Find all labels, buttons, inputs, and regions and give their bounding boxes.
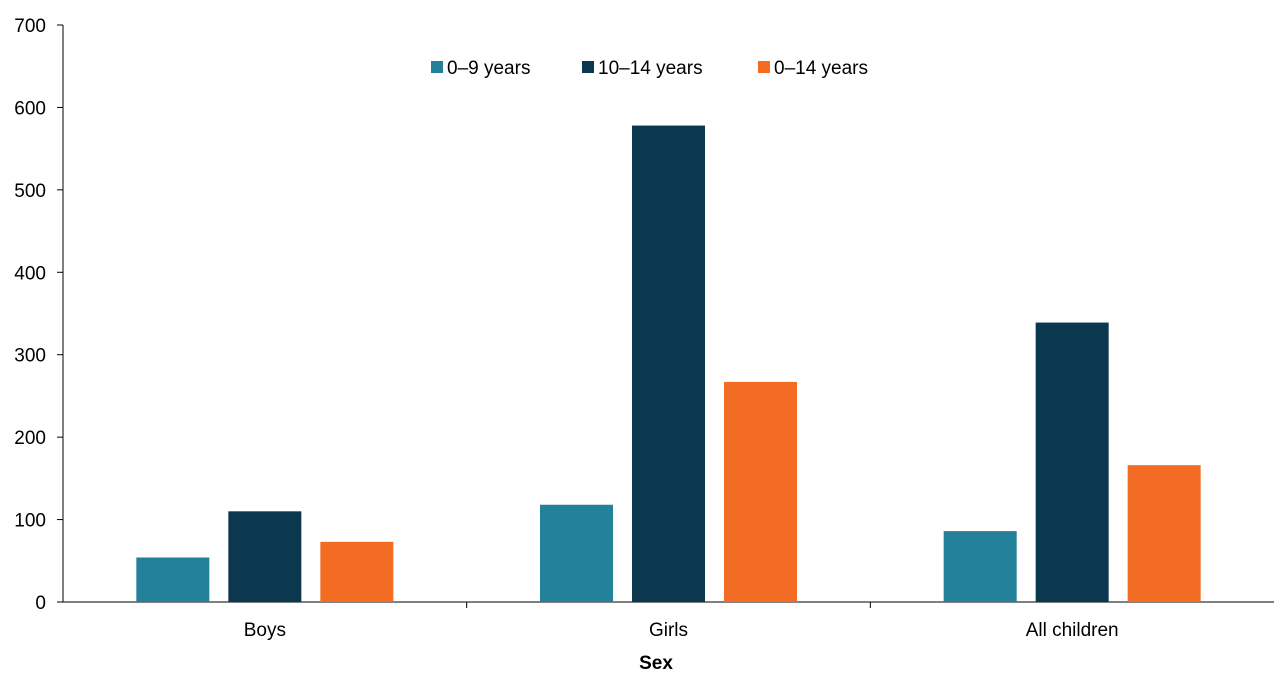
y-tick-label: 0 bbox=[35, 593, 46, 614]
y-tick-label: 400 bbox=[14, 263, 46, 284]
legend-swatch bbox=[431, 61, 443, 73]
legend-label: 10–14 years bbox=[598, 58, 703, 79]
bar bbox=[1035, 322, 1109, 602]
bar bbox=[540, 504, 613, 602]
x-axis: Boys Girls All children Sex bbox=[63, 601, 1274, 674]
legend-swatch bbox=[758, 61, 770, 73]
y-tick-label: 100 bbox=[14, 511, 46, 532]
legend-swatch bbox=[582, 61, 594, 73]
x-axis-title: Sex bbox=[639, 653, 673, 674]
bar bbox=[943, 531, 1017, 602]
bar bbox=[320, 541, 394, 602]
y-tick-label: 200 bbox=[14, 428, 46, 449]
bar bbox=[724, 381, 797, 602]
bar bbox=[632, 125, 705, 602]
y-axis: 0 100 200 300 400 500 600 700 bbox=[14, 16, 64, 614]
legend: 0–9 years 10–14 years 0–14 years bbox=[431, 58, 868, 79]
y-tick-label: 700 bbox=[14, 16, 46, 37]
legend-label: 0–9 years bbox=[447, 58, 530, 79]
bar bbox=[136, 557, 210, 602]
x-category-label: Girls bbox=[649, 620, 688, 641]
bars bbox=[136, 125, 1201, 602]
y-ticks: 0 100 200 300 400 500 600 700 bbox=[14, 16, 63, 614]
x-category-label: Boys bbox=[244, 620, 286, 641]
legend-label: 0–14 years bbox=[774, 58, 868, 79]
y-tick-label: 300 bbox=[14, 346, 46, 367]
bar bbox=[228, 511, 302, 602]
bar bbox=[1127, 465, 1201, 602]
y-tick-label: 600 bbox=[14, 98, 46, 119]
x-category-label: All children bbox=[1026, 620, 1119, 641]
x-ticks: Boys Girls All children bbox=[244, 602, 1119, 641]
y-tick-label: 500 bbox=[14, 181, 46, 202]
